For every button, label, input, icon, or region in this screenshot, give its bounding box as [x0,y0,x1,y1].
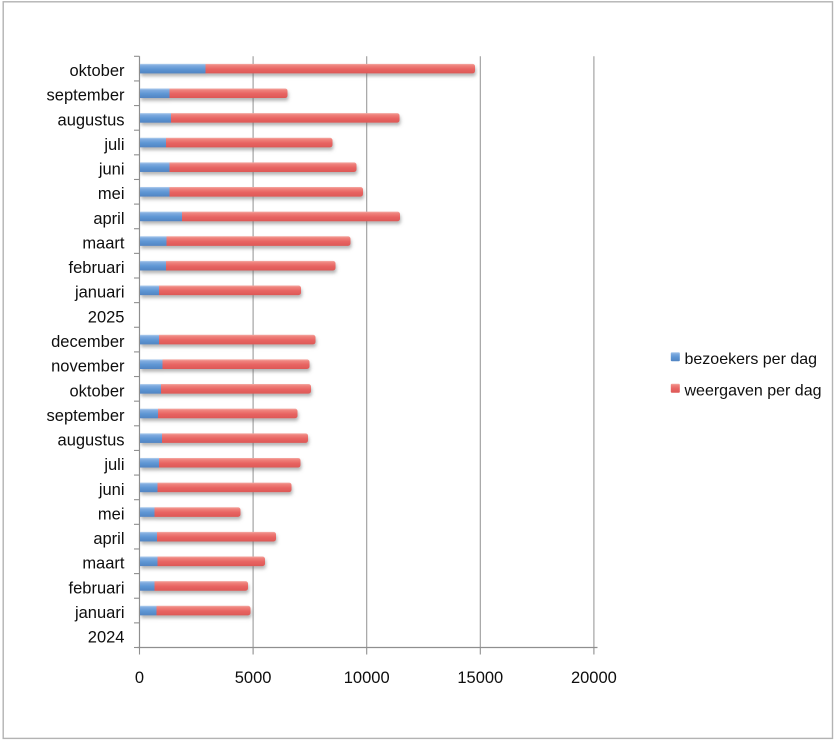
svg-text:oktober: oktober [69,382,125,400]
svg-text:20000: 20000 [571,669,617,687]
svg-text:december: december [51,333,125,351]
svg-text:maart: maart [82,234,125,252]
svg-text:0: 0 [135,669,144,687]
svg-text:juni: juni [98,481,125,499]
svg-text:juli: juli [103,456,124,474]
svg-text:15000: 15000 [457,669,503,687]
svg-text:juli: juli [103,136,124,154]
svg-text:april: april [93,530,124,548]
svg-text:november: november [51,358,125,376]
svg-text:5000: 5000 [235,669,272,687]
svg-text:september: september [47,407,125,425]
svg-text:september: september [47,87,125,105]
svg-text:februari: februari [69,579,125,597]
svg-text:januari: januari [74,284,125,302]
svg-text:weergaven per dag: weergaven per dag [684,383,822,400]
svg-text:februari: februari [69,259,125,277]
svg-text:juni: juni [98,161,125,179]
svg-text:januari: januari [74,604,125,622]
svg-text:augustus: augustus [58,111,125,129]
svg-text:april: april [93,210,124,228]
svg-text:2025: 2025 [88,308,125,326]
svg-text:mei: mei [98,505,125,523]
svg-text:bezoekers per dag: bezoekers per dag [685,351,818,368]
svg-text:augustus: augustus [58,432,125,450]
svg-text:10000: 10000 [344,669,390,687]
svg-text:maart: maart [82,555,125,573]
svg-text:oktober: oktober [69,62,125,80]
svg-text:2024: 2024 [88,629,125,647]
svg-text:mei: mei [98,185,125,203]
